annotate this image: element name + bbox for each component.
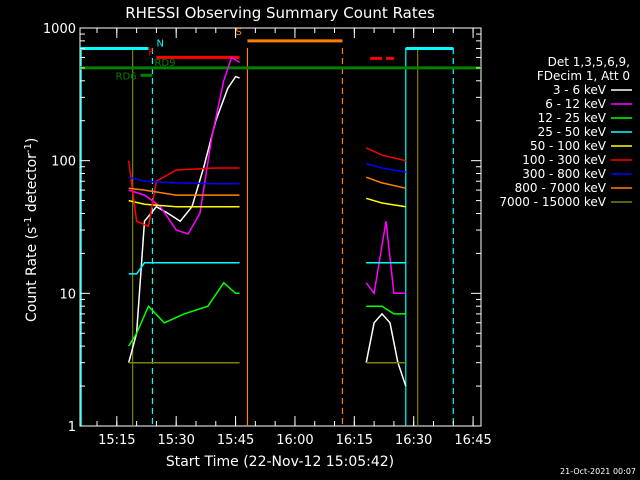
series-line — [128, 199, 240, 208]
y-tick-label: 10 — [59, 287, 76, 302]
plot-frame — [79, 27, 482, 427]
series-line — [365, 312, 407, 387]
legend-label: 300 - 800 keV — [522, 167, 606, 181]
legend-label: 7000 - 15000 keV — [499, 195, 606, 209]
flag-bars: NF S RD6 RD9 — [80, 27, 481, 82]
legend: Det 1,3,5,6,9, FDecim 1, Att 0 3 - 6 keV… — [499, 55, 632, 209]
series-line — [365, 197, 406, 208]
legend-label: 50 - 100 keV — [530, 139, 607, 153]
y-axis-ticks: 1 10 100 1000 — [43, 22, 481, 435]
legend-label: 12 - 25 keV — [538, 111, 607, 125]
legend-label: 3 - 6 keV — [553, 83, 607, 97]
x-axis-ticks: 15:15 15:30 15:45 16:00 16:15 16:30 16:45 — [96, 28, 492, 448]
legend-label: 25 - 50 keV — [538, 125, 607, 139]
flag-label: RD9 — [154, 58, 175, 69]
x-axis-label: Start Time (22-Nov-12 15:05:42) — [166, 454, 394, 470]
x-tick-label: 15:45 — [217, 433, 254, 448]
x-tick-label: 15:15 — [98, 433, 135, 448]
legend-header-line-2: FDecim 1, Att 0 — [537, 69, 630, 83]
flag-label: N — [156, 39, 163, 50]
series-line — [127, 75, 240, 363]
chart-title: RHESSI Observing Summary Count Rates — [125, 4, 435, 22]
flag-label: S — [235, 27, 241, 38]
legend-label: 100 - 300 keV — [522, 153, 606, 167]
series-line — [365, 162, 406, 173]
x-tick-label: 15:30 — [157, 433, 194, 448]
legend-label: 6 - 12 keV — [545, 97, 607, 111]
legend-label: 800 - 7000 keV — [515, 181, 607, 195]
flag-label: F — [148, 47, 154, 58]
series-line — [365, 176, 406, 189]
series-line — [366, 305, 406, 315]
y-tick-label: 1000 — [43, 22, 76, 37]
series-lines — [127, 56, 407, 387]
series-line — [365, 221, 406, 296]
x-tick-label: 16:30 — [395, 433, 432, 448]
y-tick-label: 1 — [68, 420, 76, 435]
series-line — [128, 281, 240, 347]
series-line — [365, 147, 406, 162]
legend-header-line-1: Det 1,3,5,6,9, — [548, 55, 630, 69]
footer-timestamp: 21-Oct-2021 00:07 — [560, 467, 636, 476]
y-tick-label: 100 — [51, 155, 76, 170]
x-tick-label: 16:15 — [336, 433, 373, 448]
y-axis-label: Count Rate (s-1 detector-1) — [23, 138, 40, 322]
x-tick-label: 16:45 — [454, 433, 491, 448]
series-line — [128, 176, 240, 185]
flag-label: RD6 — [116, 71, 137, 82]
x-tick-label: 16:00 — [276, 433, 313, 448]
series-line — [128, 187, 240, 196]
series-line — [128, 262, 240, 275]
